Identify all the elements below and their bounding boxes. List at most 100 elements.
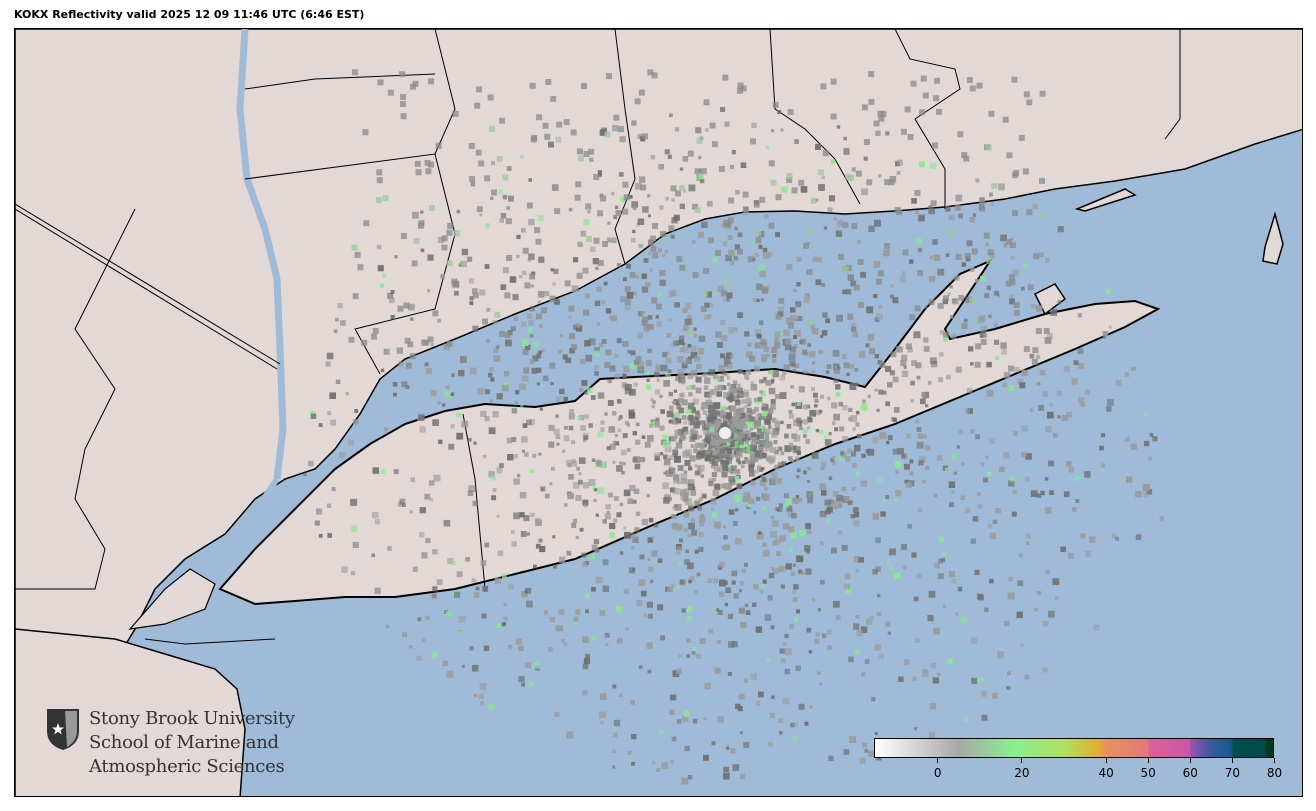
radar-echo-pixel — [634, 98, 641, 105]
radar-echo-pixel — [771, 431, 778, 438]
radar-echo-pixel — [851, 486, 856, 491]
radar-echo-pixel — [723, 459, 729, 466]
radar-echo-pixel — [827, 396, 831, 401]
radar-echo-pixel — [333, 329, 338, 334]
radar-echo-pixel — [460, 356, 467, 363]
radar-echo-pixel — [754, 451, 761, 458]
radar-echo-pixel — [446, 229, 453, 236]
radar-echo-pixel — [585, 354, 593, 362]
radar-echo-pixel — [922, 479, 926, 484]
radar-echo-pixel — [631, 237, 636, 243]
radar-echo-pixel — [1039, 177, 1045, 184]
radar-echo-pixel — [690, 428, 695, 433]
radar-echo-pixel — [974, 361, 981, 368]
radar-echo-pixel — [662, 482, 669, 489]
radar-echo-pixel — [758, 244, 763, 249]
radar-echo-pixel — [763, 432, 769, 438]
radar-echo-pixel — [1006, 239, 1012, 245]
radar-echo-pixel — [894, 207, 901, 213]
radar-echo-pixel — [583, 657, 591, 665]
radar-echo-pixel — [535, 313, 542, 320]
radar-echo-pixel — [975, 434, 981, 440]
radar-echo-pixel — [518, 645, 524, 652]
radar-echo-pixel — [626, 263, 632, 269]
land-fishers-island — [1074, 188, 1137, 212]
radar-echo-pixel — [759, 589, 764, 594]
radar-echo-pixel — [647, 613, 653, 619]
radar-echo-pixel — [682, 342, 686, 346]
radar-echo-pixel — [594, 371, 599, 376]
radar-echo-pixel — [671, 401, 675, 405]
radar-echo-pixel — [680, 489, 687, 496]
radar-echo-pixel — [901, 370, 909, 378]
radar-echo-pixel — [732, 476, 740, 483]
radar-echo-pixel — [738, 439, 744, 445]
radar-echo-pixel — [502, 573, 507, 579]
radar-echo-pixel — [374, 519, 381, 525]
radar-echo-pixel — [859, 757, 866, 764]
radar-map[interactable]: Stony Brook University School of Marine … — [14, 28, 1303, 797]
radar-echo-pixel — [641, 319, 648, 326]
radar-echo-pixel — [789, 623, 795, 629]
radar-echo-pixel — [641, 590, 647, 597]
radar-echo-pixel — [1049, 402, 1054, 407]
radar-echo-pixel — [563, 396, 569, 402]
radar-echo-pixel — [932, 677, 939, 684]
radar-echo-pixel — [933, 95, 940, 102]
radar-echo-pixel — [669, 467, 676, 475]
radar-echo-pixel — [732, 388, 739, 394]
radar-echo-pixel — [597, 431, 604, 438]
radar-echo-pixel — [679, 203, 685, 210]
radar-echo-pixel — [627, 448, 631, 452]
radar-echo-pixel — [803, 369, 808, 374]
radar-echo-pixel — [893, 407, 900, 413]
radar-echo-pixel — [650, 397, 654, 402]
radar-echo-pixel — [945, 206, 951, 212]
radar-echo-pixel — [1026, 209, 1033, 216]
radar-echo-pixel — [678, 376, 686, 384]
radar-echo-pixel — [681, 777, 689, 785]
radar-echo-pixel — [748, 498, 755, 505]
radar-echo-pixel — [777, 110, 782, 115]
radar-echo-pixel — [615, 209, 622, 216]
radar-echo-pixel — [563, 642, 568, 647]
radar-echo-pixel — [974, 569, 980, 575]
radar-echo-pixel — [554, 208, 561, 215]
radar-echo-pixel — [1016, 611, 1023, 619]
radar-echo-pixel — [805, 439, 810, 444]
radar-echo-pixel — [486, 338, 490, 343]
radar-echo-pixel — [877, 593, 881, 598]
radar-echo-pixel — [529, 334, 534, 338]
radar-echo-pixel — [529, 359, 535, 365]
radar-echo-pixel — [704, 302, 710, 308]
radar-echo-pixel — [602, 559, 609, 566]
radar-echo-pixel — [797, 451, 801, 456]
radar-echo-pixel — [674, 435, 678, 439]
radar-echo-pixel — [513, 316, 519, 322]
radar-echo-pixel — [600, 420, 605, 425]
radar-echo-pixel — [390, 315, 395, 320]
radar-echo-pixel — [804, 293, 810, 299]
radar-echo-pixel — [420, 210, 424, 214]
radar-echo-pixel — [670, 694, 677, 701]
radar-echo-pixel — [737, 82, 744, 89]
radar-echo-pixel — [692, 272, 699, 279]
radar-echo-pixel — [778, 462, 784, 468]
radar-echo-pixel — [786, 505, 793, 512]
radar-echo-pixel — [475, 149, 482, 156]
radar-echo-pixel — [900, 360, 907, 366]
radar-echo-pixel — [607, 238, 612, 243]
radar-echo-pixel — [901, 454, 906, 459]
radar-echo-pixel — [849, 736, 856, 743]
colorbar-tick-label: 60 — [1182, 766, 1198, 780]
radar-echo-pixel — [943, 331, 950, 338]
radar-echo-pixel — [1102, 335, 1106, 339]
radar-echo-pixel — [708, 478, 713, 483]
radar-echo-pixel — [623, 365, 630, 373]
radar-echo-pixel — [780, 658, 786, 664]
radar-echo-pixel — [791, 459, 795, 463]
radar-echo-pixel — [742, 448, 747, 453]
radar-echo-pixel — [1019, 382, 1026, 389]
radar-echo-pixel — [649, 424, 653, 428]
radar-echo-pixel — [720, 443, 727, 450]
